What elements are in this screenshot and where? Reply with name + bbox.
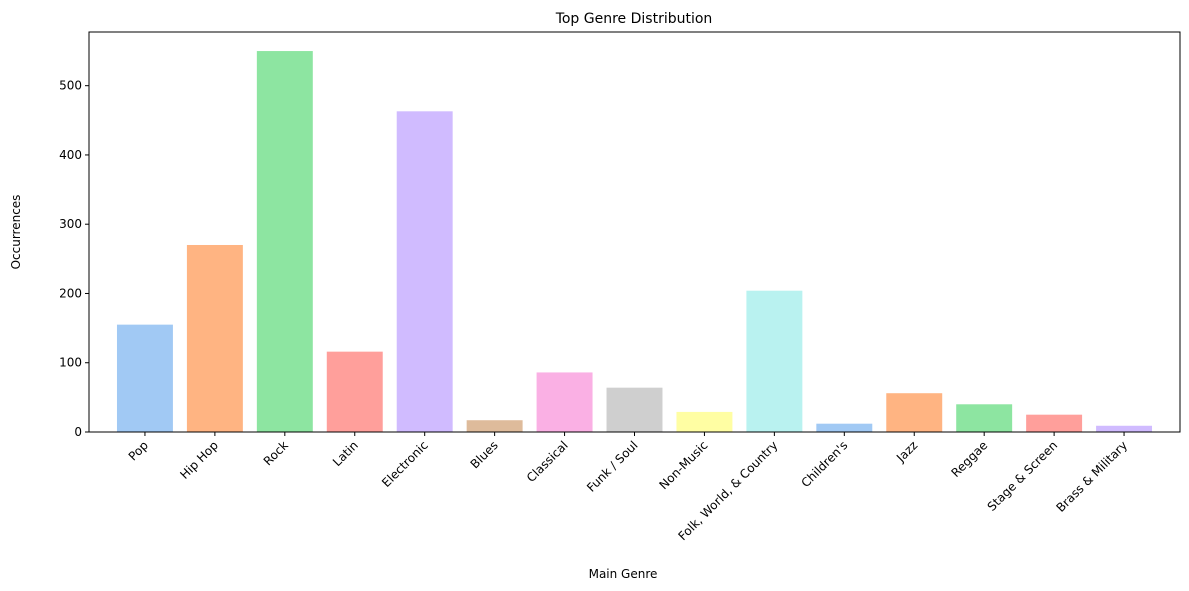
bar-non-music (676, 411, 733, 432)
bar-funk-soul (606, 387, 663, 432)
bar-electronic (396, 111, 453, 432)
bar-folk-world-country (746, 290, 803, 432)
y-tick-label-300: 300 (59, 217, 82, 231)
plot-frame (88, 31, 1181, 433)
chart-title: Top Genre Distribution (555, 11, 713, 27)
bar-rock (256, 51, 313, 433)
bar-children-s (816, 423, 873, 432)
bar-blues (466, 420, 523, 432)
y-tick-label-200: 200 (59, 286, 82, 300)
y-tick-label-100: 100 (59, 356, 82, 370)
x-axis-title: Main Genre (589, 567, 658, 581)
bar-brass-military (1096, 425, 1153, 432)
bar-reggae (956, 404, 1013, 432)
y-tick-label-0: 0 (74, 425, 82, 439)
y-tick-label-500: 500 (59, 79, 82, 93)
bar-pop (116, 324, 173, 432)
y-tick-label-400: 400 (59, 148, 82, 162)
y-axis-ticks: 0 100 200 300 400 500 (59, 79, 89, 439)
bar-hip-hop (186, 244, 243, 432)
bar-stage-screen (1026, 414, 1083, 432)
bars-group (116, 51, 1153, 433)
y-axis-title: Occurrences (9, 195, 23, 270)
bar-latin (326, 351, 383, 432)
bar-classical (536, 372, 593, 432)
bar-jazz (886, 393, 943, 432)
